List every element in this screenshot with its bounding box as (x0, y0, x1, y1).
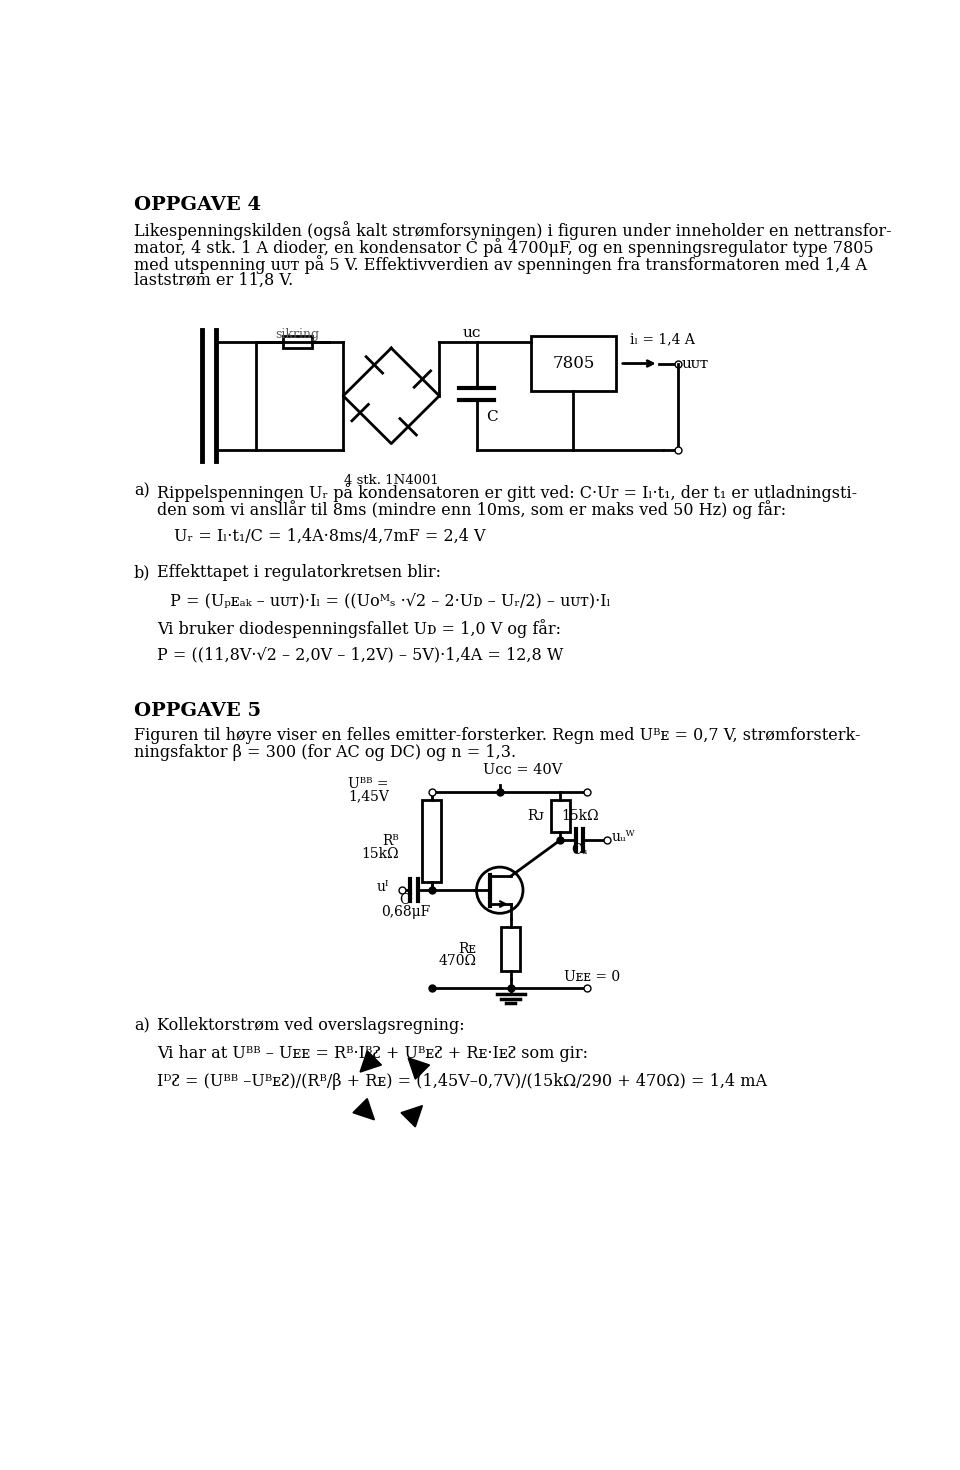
Text: Effekttapet i regulatorkretsen blir:: Effekttapet i regulatorkretsen blir: (157, 564, 442, 582)
Text: Iᴰᴤ = (Uᴮᴮ –Uᴮᴇᴤ)/(Rᴮ/β + Rᴇ) = (1,45V–0,7V)/(15kΩ/290 + 470Ω) = 1,4 mA: Iᴰᴤ = (Uᴮᴮ –Uᴮᴇᴤ)/(Rᴮ/β + Rᴇ) = (1,45V–0… (157, 1073, 767, 1089)
Text: Uᴄᴄ = 40V: Uᴄᴄ = 40V (483, 763, 563, 778)
Polygon shape (408, 1058, 429, 1079)
Text: 0,68μF: 0,68μF (381, 906, 431, 919)
Text: 15kΩ: 15kΩ (562, 810, 599, 823)
Text: Rᴊ: Rᴊ (528, 810, 545, 823)
Text: Rᴮ: Rᴮ (382, 835, 399, 848)
Text: uᴵ: uᴵ (376, 881, 389, 894)
Text: uᴄ: uᴄ (463, 326, 481, 340)
Text: Cᴵ: Cᴵ (399, 894, 413, 907)
Text: a): a) (134, 1017, 150, 1035)
Polygon shape (401, 1105, 422, 1127)
Text: P = ((11,8V·√2 – 2,0V – 1,2V) – 5V)·1,4A = 12,8 W: P = ((11,8V·√2 – 2,0V – 1,2V) – 5V)·1,4A… (157, 647, 564, 663)
Text: 4 stk. 1N4001: 4 stk. 1N4001 (344, 475, 439, 488)
Bar (531, 335, 616, 391)
Bar (501, 928, 520, 972)
Bar (422, 800, 441, 882)
Text: Likespenningskilden (også kalt strømforsyningen) i figuren under inneholder en n: Likespenningskilden (også kalt strømfors… (134, 220, 892, 240)
Text: P = (Uₚᴇₐₖ – uᴜᴛ)·Iₗ = ((Uᴏᴹₛ ·√2 – 2·Uᴅ – Uᵣ/2) – uᴜᴛ)·Iₗ: P = (Uₚᴇₐₖ – uᴜᴛ)·Iₗ = ((Uᴏᴹₛ ·√2 – 2·Uᴅ… (165, 592, 611, 609)
Polygon shape (353, 1098, 374, 1120)
Text: a): a) (134, 482, 150, 500)
Text: laststrøm er 11,8 V.: laststrøm er 11,8 V. (134, 272, 293, 290)
Text: sikring: sikring (276, 328, 320, 341)
Text: Rippelspenningen Uᵣ på kondensatoren er gitt ved: C·Ur = Iₗ·t₁, der t₁ er utladn: Rippelspenningen Uᵣ på kondensatoren er … (157, 482, 857, 501)
Polygon shape (360, 1051, 381, 1072)
Bar (551, 800, 569, 832)
Text: med utspenning uᴜᴛ på 5 V. Effektivverdien av spenningen fra transformatoren med: med utspenning uᴜᴛ på 5 V. Effektivverdi… (134, 254, 867, 273)
Text: Uᵣ = Iₗ·t₁/C = 1,4A·8ms/4,7mF = 2,4 V: Uᵣ = Iₗ·t₁/C = 1,4A·8ms/4,7mF = 2,4 V (175, 528, 486, 544)
Text: den som vi ansllår til 8ms (mindre enn 10ms, som er maks ved 50 Hz) og får:: den som vi ansllår til 8ms (mindre enn 1… (157, 500, 786, 519)
Text: Kollektorstrøm ved overslagsregning:: Kollektorstrøm ved overslagsregning: (157, 1017, 465, 1035)
Text: Uᴮᴮ =: Uᴮᴮ = (348, 776, 389, 791)
Text: Figuren til høyre viser en felles emitter-forsterker. Regn med Uᴮᴇ = 0,7 V, strø: Figuren til høyre viser en felles emitte… (134, 728, 860, 744)
Text: Vi har at Uᴮᴮ – Uᴇᴇ = Rᴮ·Iᴮᴤ + Uᴮᴇᴤ + Rᴇ·Iᴇᴤ som gir:: Vi har at Uᴮᴮ – Uᴇᴇ = Rᴮ·Iᴮᴤ + Uᴮᴇᴤ + Rᴇ… (157, 1045, 588, 1061)
Text: Rᴇ: Rᴇ (459, 942, 476, 956)
Text: OPPGAVE 4: OPPGAVE 4 (134, 196, 261, 213)
Text: Vi bruker diodespenningsfallet Uᴅ = 1,0 V og får:: Vi bruker diodespenningsfallet Uᴅ = 1,0 … (157, 619, 562, 638)
Text: ningsfaktor β = 300 (for AC og DC) og n = 1,3.: ningsfaktor β = 300 (for AC og DC) og n … (134, 744, 516, 761)
Bar (283, 335, 312, 348)
Text: 15kΩ: 15kΩ (361, 847, 399, 860)
Text: 470Ω: 470Ω (439, 954, 476, 969)
Text: 7805: 7805 (552, 356, 594, 372)
Text: Uᴇᴇ = 0: Uᴇᴇ = 0 (564, 970, 620, 983)
Text: C: C (486, 410, 497, 423)
Text: iₗ = 1,4 A: iₗ = 1,4 A (630, 332, 695, 347)
Text: uᵤᵂ: uᵤᵂ (612, 831, 635, 844)
Text: b): b) (134, 564, 151, 582)
Text: uᴜᴛ: uᴜᴛ (682, 357, 709, 372)
Text: mator, 4 stk. 1 A dioder, en kondensator C på 4700μF, og en spenningsregulator t: mator, 4 stk. 1 A dioder, en kondensator… (134, 238, 874, 257)
Text: Cᵤ: Cᵤ (571, 844, 588, 857)
Text: OPPGAVE 5: OPPGAVE 5 (134, 701, 261, 719)
Text: 1,45V: 1,45V (348, 789, 389, 803)
